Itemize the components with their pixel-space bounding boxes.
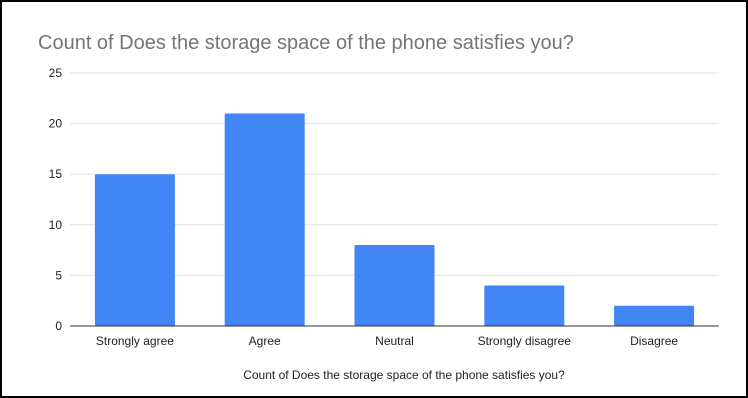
chart-title: Count of Does the storage space of the p… xyxy=(38,32,574,54)
x-tick-label-strongly-disagree: Strongly disagree xyxy=(478,334,572,348)
bar-strongly-disagree xyxy=(484,285,565,326)
x-tick-label-strongly-agree: Strongly agree xyxy=(96,334,174,348)
y-tick-label-10: 10 xyxy=(49,218,63,232)
x-tick-label-neutral: Neutral xyxy=(375,334,414,348)
bar-strongly-agree xyxy=(94,174,175,326)
bar-disagree xyxy=(614,305,695,326)
axes: 0 5 10 15 20 25 Strongly agree Agree Neutral Stro… xyxy=(49,66,719,348)
x-tick-label-agree: Agree xyxy=(249,334,281,348)
y-tick-label-5: 5 xyxy=(55,268,62,282)
x-tick-label-disagree: Disagree xyxy=(630,334,678,348)
y-tick-label-20: 20 xyxy=(49,117,63,131)
x-axis-title: Count of Does the storage space of the p… xyxy=(243,368,565,382)
y-tick-label-25: 25 xyxy=(49,66,63,80)
y-tick-label-0: 0 xyxy=(55,319,62,333)
y-tick-label-15: 15 xyxy=(49,167,63,181)
bar-agree xyxy=(224,113,305,326)
bars xyxy=(94,113,695,326)
bar-neutral xyxy=(354,245,435,326)
